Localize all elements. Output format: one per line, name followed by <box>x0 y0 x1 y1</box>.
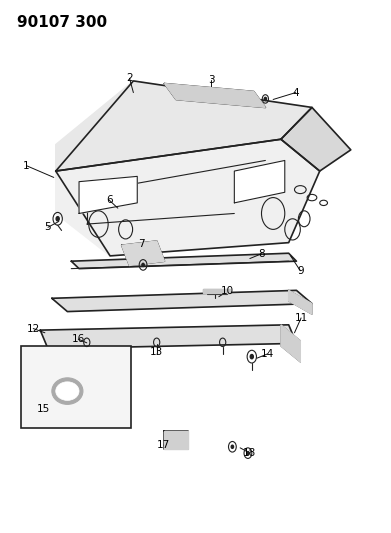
Text: 9: 9 <box>297 266 304 276</box>
Text: 13: 13 <box>150 348 163 358</box>
Text: 1: 1 <box>23 161 30 171</box>
Polygon shape <box>40 325 296 349</box>
Circle shape <box>264 98 267 101</box>
Text: 14: 14 <box>261 349 274 359</box>
Text: 90107 300: 90107 300 <box>17 14 107 30</box>
Circle shape <box>250 354 253 359</box>
Circle shape <box>142 263 144 266</box>
Polygon shape <box>281 325 300 362</box>
Text: 18: 18 <box>243 448 256 458</box>
Text: 11: 11 <box>294 313 308 323</box>
Polygon shape <box>281 108 351 171</box>
Text: 15: 15 <box>37 403 50 414</box>
Ellipse shape <box>52 378 83 405</box>
FancyBboxPatch shape <box>21 346 131 428</box>
Circle shape <box>247 451 249 455</box>
Text: 6: 6 <box>106 195 113 205</box>
Polygon shape <box>71 253 296 269</box>
Text: 17: 17 <box>157 440 170 450</box>
Polygon shape <box>52 290 312 312</box>
Text: 2: 2 <box>126 73 133 83</box>
Text: 8: 8 <box>258 249 265 259</box>
Polygon shape <box>289 290 312 314</box>
Text: 10: 10 <box>221 286 234 296</box>
Polygon shape <box>56 81 312 171</box>
Polygon shape <box>165 84 265 108</box>
Polygon shape <box>122 241 165 265</box>
Polygon shape <box>165 431 188 449</box>
Text: 5: 5 <box>45 222 51 232</box>
Polygon shape <box>203 289 230 293</box>
Polygon shape <box>79 176 137 214</box>
Circle shape <box>56 216 59 221</box>
Text: 12: 12 <box>27 324 40 334</box>
Text: 7: 7 <box>138 239 144 249</box>
Text: 3: 3 <box>208 75 214 85</box>
Ellipse shape <box>56 382 79 400</box>
Circle shape <box>231 445 233 448</box>
Text: 16: 16 <box>72 334 85 344</box>
Polygon shape <box>56 139 320 256</box>
Polygon shape <box>234 160 285 203</box>
Text: 4: 4 <box>292 87 299 98</box>
